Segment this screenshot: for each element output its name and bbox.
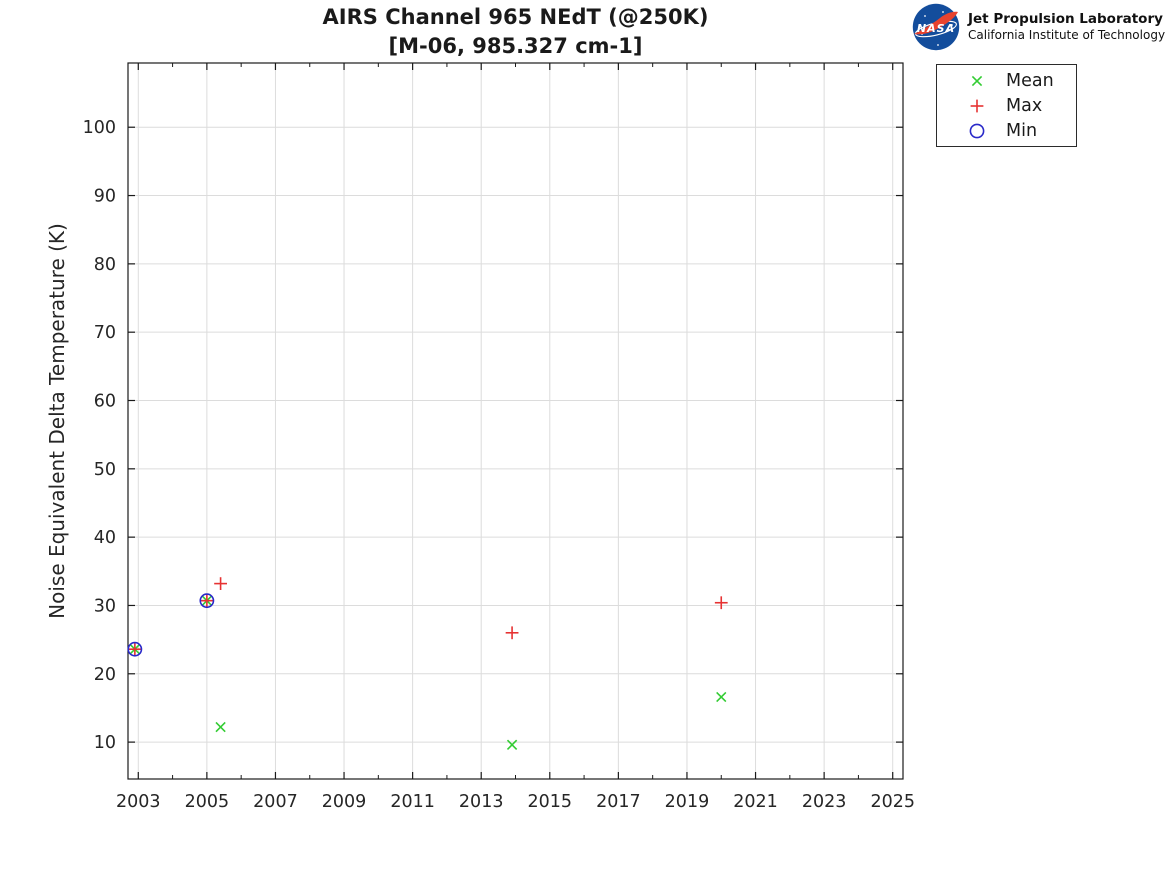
legend-label-max: Max xyxy=(1006,95,1043,116)
legend-box: Mean Max Min xyxy=(936,64,1077,147)
mean-marker-icon xyxy=(971,75,983,86)
svg-text:2005: 2005 xyxy=(185,792,230,812)
svg-text:2021: 2021 xyxy=(733,792,778,812)
svg-text:100: 100 xyxy=(83,118,116,138)
legend-label-min: Min xyxy=(1006,120,1038,141)
svg-text:2019: 2019 xyxy=(665,792,710,812)
jpl-logo-block: NASA Jet Propulsion Laboratory Californi… xyxy=(912,3,1167,53)
svg-text:70: 70 xyxy=(94,323,116,343)
svg-text:2003: 2003 xyxy=(116,792,161,812)
legend-item-mean: Mean xyxy=(937,68,1076,93)
svg-text:50: 50 xyxy=(94,460,116,480)
jpl-name: Jet Propulsion Laboratory xyxy=(968,11,1163,27)
chart-title-block: AIRS Channel 965 NEdT (@250K) [M-06, 985… xyxy=(128,3,903,61)
svg-text:2023: 2023 xyxy=(802,792,847,812)
svg-text:2017: 2017 xyxy=(596,792,641,812)
svg-text:30: 30 xyxy=(94,596,116,616)
svg-text:2011: 2011 xyxy=(390,792,435,812)
svg-text:40: 40 xyxy=(94,528,116,548)
svg-text:2007: 2007 xyxy=(253,792,298,812)
jpl-institution: California Institute of Technology xyxy=(968,28,1166,42)
legend-item-min: Min xyxy=(937,118,1076,143)
min-marker-icon xyxy=(969,123,985,138)
chart-title: AIRS Channel 965 NEdT (@250K) xyxy=(322,5,709,29)
legend-item-max: Max xyxy=(937,93,1076,118)
svg-text:2025: 2025 xyxy=(870,792,915,812)
svg-text:20: 20 xyxy=(94,665,116,685)
svg-text:2015: 2015 xyxy=(528,792,573,812)
svg-text:80: 80 xyxy=(94,255,116,275)
nasa-wordmark: NASA xyxy=(917,22,955,35)
svg-text:2013: 2013 xyxy=(459,792,504,812)
legend-label-mean: Mean xyxy=(1006,70,1054,91)
max-marker-icon xyxy=(970,99,984,112)
chart-subtitle: [M-06, 985.327 cm-1] xyxy=(388,34,643,58)
svg-text:2009: 2009 xyxy=(322,792,367,812)
svg-text:60: 60 xyxy=(94,392,116,412)
svg-text:90: 90 xyxy=(94,187,116,207)
svg-text:10: 10 xyxy=(94,733,116,753)
jpl-text-block: Jet Propulsion Laboratory California Ins… xyxy=(968,11,1165,43)
nasa-meatball-icon: NASA xyxy=(912,3,960,51)
